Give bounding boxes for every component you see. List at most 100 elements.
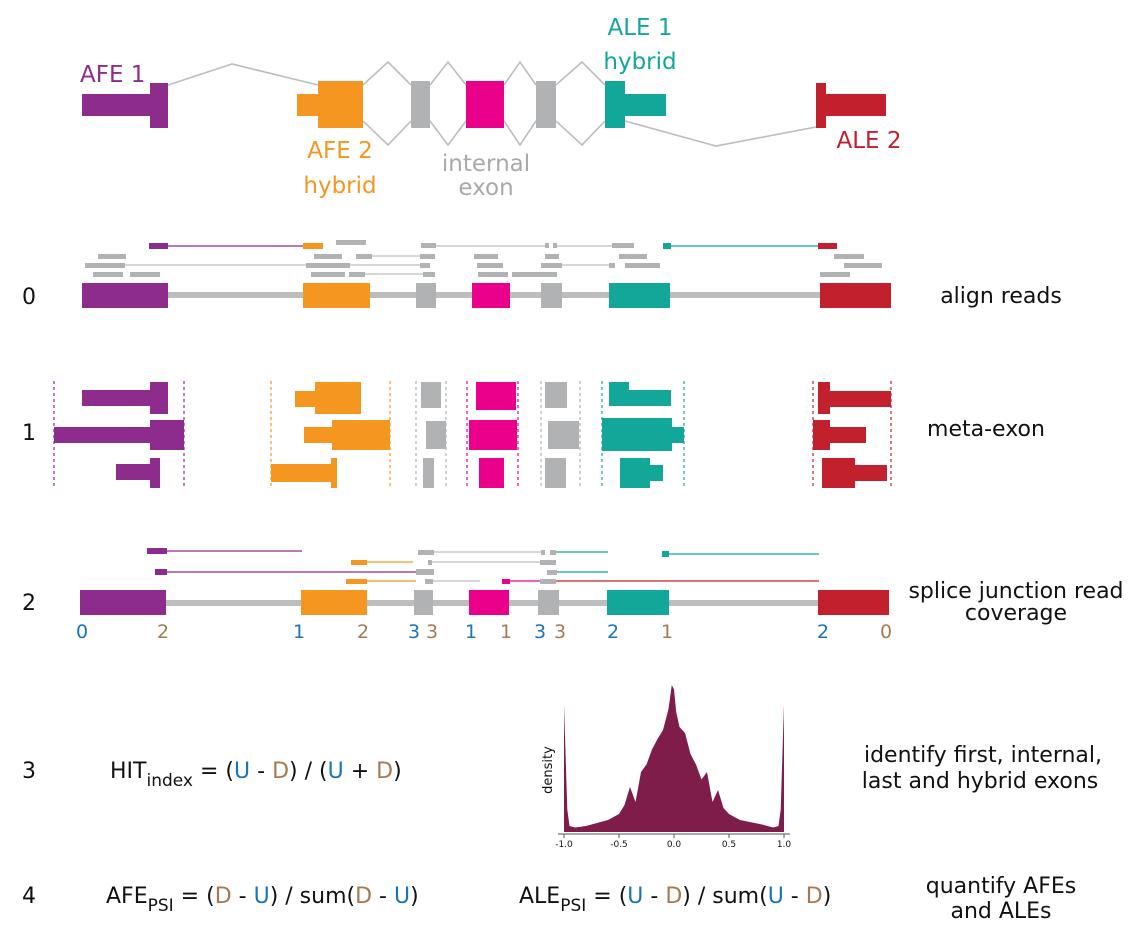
step-3-row: 3 HITindex = (U - D) / (U + D) -1.0 -0.5 0… bbox=[22, 685, 1102, 850]
count-downstream: 2 bbox=[357, 621, 369, 643]
internal-exon-c bbox=[536, 81, 556, 128]
density-area bbox=[564, 685, 784, 832]
intron-path bbox=[362, 120, 412, 147]
read bbox=[425, 579, 433, 584]
afe2-sublabel: hybrid bbox=[303, 173, 376, 199]
exon bbox=[469, 590, 509, 615]
step-number: 4 bbox=[22, 884, 36, 909]
meta-exon bbox=[672, 427, 684, 443]
meta-exon bbox=[54, 427, 150, 443]
count-upstream: 3 bbox=[534, 621, 546, 643]
exon bbox=[538, 590, 559, 615]
read bbox=[619, 254, 647, 259]
read bbox=[541, 550, 545, 555]
read bbox=[662, 551, 669, 557]
read bbox=[155, 569, 167, 575]
meta-exon bbox=[476, 382, 516, 410]
read bbox=[423, 272, 435, 277]
read bbox=[147, 548, 167, 554]
read bbox=[418, 550, 434, 555]
count-upstream: 0 bbox=[76, 621, 88, 643]
read bbox=[478, 272, 508, 277]
read bbox=[306, 263, 350, 268]
internal-exon-b bbox=[466, 81, 504, 128]
count-downstream: 2 bbox=[157, 621, 169, 643]
read bbox=[663, 243, 671, 249]
ale2-utr bbox=[826, 94, 886, 116]
count-downstream: 3 bbox=[426, 621, 438, 643]
count-upstream: 1 bbox=[293, 621, 305, 643]
read bbox=[625, 263, 660, 268]
read bbox=[820, 272, 850, 277]
x-tick-label: -0.5 bbox=[610, 840, 628, 850]
read bbox=[545, 243, 549, 248]
read bbox=[834, 254, 864, 259]
afe1-utr bbox=[82, 94, 150, 116]
ale-psi-formula: ALEPSI = (U - D) / sum(U - D) bbox=[519, 884, 831, 916]
exon bbox=[301, 590, 367, 615]
step-4-row: 4 AFEPSI = (D - U) / sum(D - U) ALEPSI =… bbox=[22, 874, 1076, 924]
step-number: 0 bbox=[22, 285, 36, 310]
step-label: splice junction read bbox=[908, 579, 1123, 604]
read bbox=[130, 272, 160, 277]
read bbox=[311, 272, 345, 277]
meta-exon bbox=[421, 382, 441, 408]
read bbox=[349, 272, 365, 277]
meta-exon bbox=[548, 421, 579, 449]
exon bbox=[414, 590, 433, 615]
hit-index-formula: HITindex = (U - D) / (U + D) bbox=[110, 759, 402, 791]
step-label: meta-exon bbox=[927, 417, 1045, 442]
meta-exon bbox=[469, 420, 517, 450]
read bbox=[545, 254, 559, 259]
intron-path bbox=[503, 120, 537, 147]
gene-model: AFE 1 AFE 2 hybrid internal exon ALE 1 h… bbox=[80, 15, 902, 201]
meta-exon bbox=[332, 420, 390, 450]
meta-exon bbox=[150, 382, 168, 414]
step-label: align reads bbox=[940, 284, 1062, 309]
exon bbox=[82, 283, 168, 308]
exon bbox=[607, 590, 669, 615]
internal-sublabel: exon bbox=[458, 175, 513, 201]
meta-exon bbox=[116, 464, 150, 480]
internal-exon-a bbox=[411, 81, 430, 128]
read bbox=[356, 254, 372, 259]
step-2-row: 2 splice junction read coverage bbox=[22, 548, 1124, 643]
meta-exon bbox=[855, 465, 887, 481]
ale1-cds bbox=[605, 81, 625, 128]
read bbox=[502, 579, 510, 584]
intron-path bbox=[555, 120, 606, 147]
count-upstream: 2 bbox=[817, 621, 829, 643]
meta-exon bbox=[545, 458, 566, 488]
afe-psi-formula: AFEPSI = (D - U) / sum(D - U) bbox=[106, 884, 419, 916]
step-label: coverage bbox=[965, 601, 1067, 626]
read bbox=[550, 550, 556, 555]
step-label: last and hybrid exons bbox=[862, 769, 1098, 794]
afe1-label: AFE 1 bbox=[80, 62, 145, 88]
step-0-row: 0 align reads bbox=[22, 240, 1062, 310]
read bbox=[477, 263, 503, 268]
meta-exon bbox=[479, 458, 504, 488]
intron-path bbox=[624, 120, 817, 147]
step-number: 2 bbox=[22, 591, 36, 616]
read bbox=[93, 272, 123, 277]
count-downstream: 1 bbox=[500, 621, 512, 643]
read bbox=[98, 254, 126, 259]
step-1-row: 1 meta-exon bbox=[22, 381, 1045, 489]
read bbox=[420, 263, 430, 268]
read bbox=[428, 560, 432, 565]
meta-exon bbox=[423, 458, 434, 488]
read bbox=[149, 243, 168, 249]
intron-path bbox=[167, 63, 319, 86]
count-downstream: 1 bbox=[661, 621, 673, 643]
read bbox=[420, 254, 435, 259]
meta-exon bbox=[818, 382, 830, 414]
count-upstream: 1 bbox=[465, 621, 477, 643]
x-tick-label: 0.0 bbox=[667, 840, 682, 850]
meta-exon bbox=[629, 390, 671, 406]
meta-exon bbox=[602, 418, 672, 451]
meta-exon bbox=[620, 458, 650, 488]
meta-exon bbox=[609, 382, 629, 406]
read bbox=[416, 569, 434, 575]
read bbox=[512, 272, 557, 277]
read bbox=[541, 263, 562, 268]
